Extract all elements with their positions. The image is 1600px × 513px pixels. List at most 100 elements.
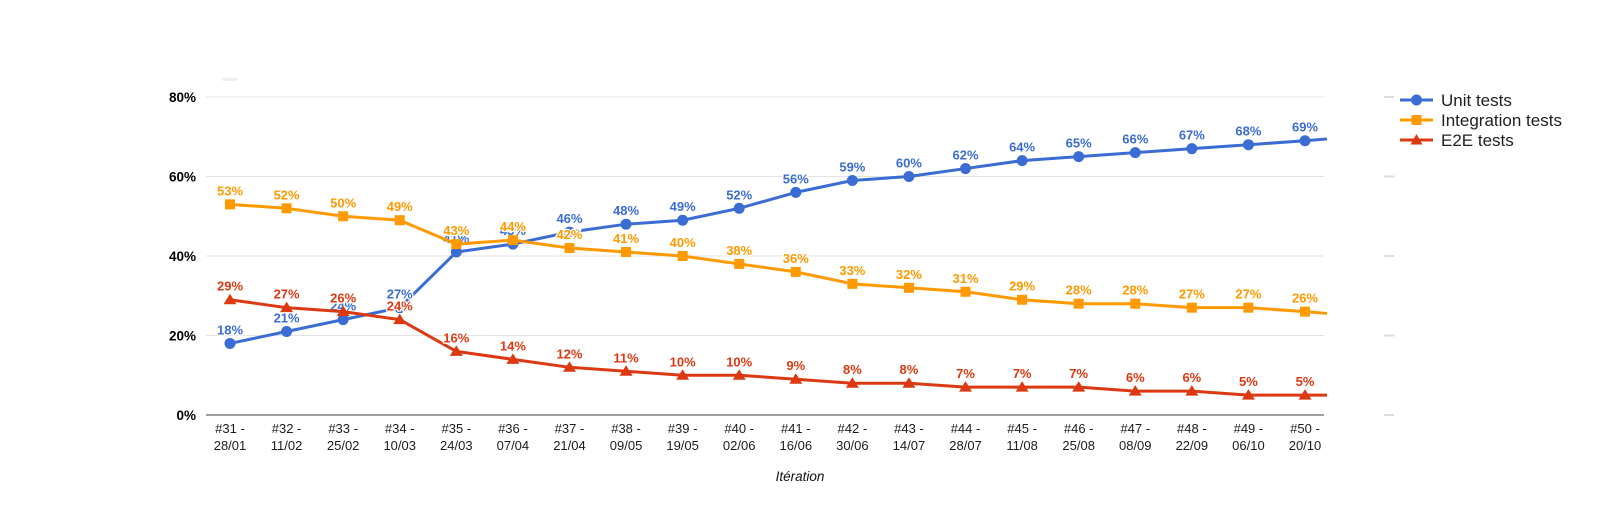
data-label: 26% xyxy=(330,291,356,306)
data-point xyxy=(847,278,858,289)
data-point xyxy=(733,202,745,214)
legend-item-e2e-tests: E2E tests xyxy=(1400,131,1514,150)
data-point xyxy=(394,215,405,226)
x-tick-label: #45 - xyxy=(1007,421,1037,436)
x-tick-label: 20/10 xyxy=(1289,438,1322,453)
data-point xyxy=(564,243,575,254)
data-point xyxy=(393,313,407,325)
x-tick-label: #37 - xyxy=(555,421,585,436)
plot-area: 0%20%40%60%80%18%21%24%27%41%43%46%48%49… xyxy=(169,78,1394,453)
data-label: 59% xyxy=(839,159,865,174)
data-label: 67% xyxy=(1179,128,1205,143)
x-tick-label: #38 - xyxy=(611,421,641,436)
data-point xyxy=(903,171,915,182)
x-tick-label: 11/08 xyxy=(1006,438,1038,453)
data-point xyxy=(1243,302,1254,313)
data-label: 46% xyxy=(556,211,582,226)
data-label: 28% xyxy=(1066,283,1092,298)
data-point xyxy=(734,258,745,269)
x-tick-label: 28/01 xyxy=(214,438,247,453)
data-point xyxy=(1130,298,1141,309)
y-tick-label: 0% xyxy=(176,408,196,423)
data-point xyxy=(903,282,914,293)
data-label: 7% xyxy=(1069,366,1088,381)
data-point xyxy=(959,381,973,392)
data-label: 53% xyxy=(217,183,243,198)
data-point xyxy=(337,314,349,326)
legend-label-e2e-tests: E2E tests xyxy=(1441,131,1514,150)
data-label: 27% xyxy=(387,287,413,302)
data-point xyxy=(620,218,632,230)
data-point xyxy=(507,235,518,246)
data-point xyxy=(450,246,462,258)
data-label: 5% xyxy=(1296,374,1315,389)
data-label: 65% xyxy=(1066,136,1092,151)
x-tick-label: #31 - xyxy=(215,421,245,436)
data-label: 5% xyxy=(1239,374,1258,389)
data-point xyxy=(224,337,236,349)
data-label: 16% xyxy=(443,330,469,345)
data-point xyxy=(1128,385,1142,396)
data-label: 27% xyxy=(274,287,300,302)
data-point xyxy=(1298,389,1312,400)
data-point xyxy=(960,286,971,297)
data-label: 9% xyxy=(786,358,805,373)
data-label: 27% xyxy=(1179,287,1205,302)
data-point xyxy=(506,353,520,364)
data-label: 43% xyxy=(500,223,526,238)
data-point xyxy=(677,214,689,226)
data-point xyxy=(1186,143,1198,155)
data-label: 10% xyxy=(670,354,696,369)
data-label: 29% xyxy=(1009,279,1035,294)
data-label: 7% xyxy=(956,366,975,381)
x-tick-label: #36 - xyxy=(498,421,528,436)
data-point xyxy=(1017,294,1028,305)
data-label: 52% xyxy=(726,187,752,202)
data-point xyxy=(1186,302,1197,313)
data-point xyxy=(225,199,235,210)
data-point xyxy=(790,186,802,198)
data-label: 32% xyxy=(896,267,922,282)
data-point xyxy=(451,239,462,250)
data-label: 11% xyxy=(613,350,639,365)
data-label: 33% xyxy=(839,263,865,278)
data-point xyxy=(789,373,803,384)
x-tick-label: 21/04 xyxy=(553,438,586,453)
x-tick-label: 02/06 xyxy=(723,438,756,453)
x-tick-label: #50 - xyxy=(1290,421,1320,436)
x-tick-label: 25/02 xyxy=(327,438,360,453)
legend-square-icon xyxy=(1411,115,1422,125)
x-axis-title: Itération xyxy=(776,469,825,484)
data-point xyxy=(1129,147,1141,159)
data-point xyxy=(281,326,293,338)
data-point xyxy=(676,369,690,380)
x-tick-label: #41 - xyxy=(781,421,811,436)
data-label: 18% xyxy=(217,322,243,337)
data-point xyxy=(449,345,463,356)
x-tick-label: 06/10 xyxy=(1232,438,1265,453)
data-label: 31% xyxy=(953,271,979,286)
data-label: 41% xyxy=(613,231,639,246)
data-label: 68% xyxy=(1235,124,1261,139)
data-label: 14% xyxy=(500,338,526,353)
legend-label-integration-tests: Integration tests xyxy=(1441,111,1562,130)
legend-label-unit-tests: Unit tests xyxy=(1441,91,1512,110)
data-point xyxy=(338,211,349,222)
data-point xyxy=(790,266,801,277)
data-point xyxy=(1242,139,1254,151)
x-tick-label: #33 - xyxy=(328,421,358,436)
data-point xyxy=(562,361,576,372)
data-point xyxy=(223,293,237,305)
x-tick-label: 14/07 xyxy=(893,438,926,453)
data-point xyxy=(336,305,350,317)
x-tick-label: #32 - xyxy=(272,421,302,436)
x-tick-label: 11/02 xyxy=(271,438,303,453)
legend-circle-icon xyxy=(1411,94,1422,106)
data-point xyxy=(846,174,858,186)
data-point xyxy=(394,302,406,314)
x-tick-label: #35 - xyxy=(441,421,471,436)
x-tick-label: 24/03 xyxy=(440,438,473,453)
x-tick-label: 30/06 xyxy=(836,438,869,453)
data-label: 49% xyxy=(670,199,696,214)
